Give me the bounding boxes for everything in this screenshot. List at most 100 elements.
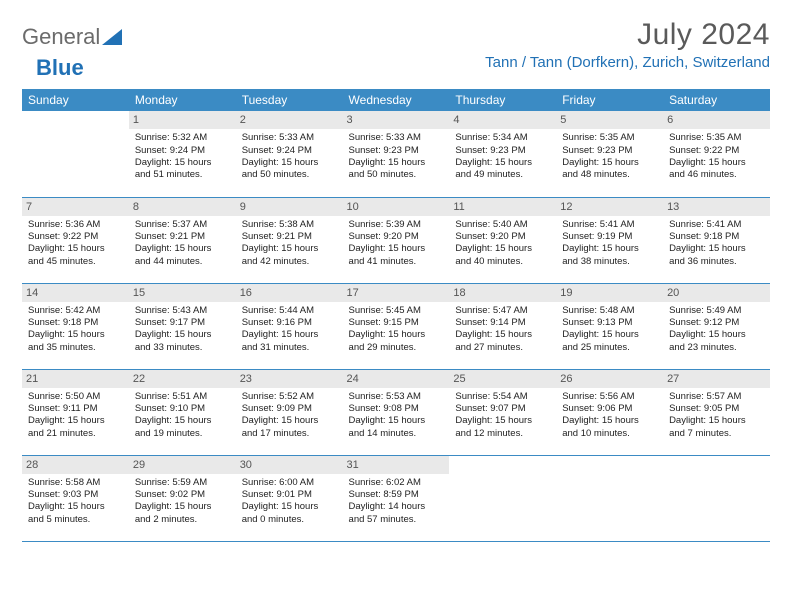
sunset-line: Sunset: 9:11 PM [28,403,123,415]
daylight-line: Daylight: 15 hours and 14 minutes. [349,415,444,440]
sunset-line: Sunset: 9:18 PM [669,231,764,243]
daylight-line: Daylight: 15 hours and 2 minutes. [135,501,230,526]
day-details: Sunrise: 5:41 AMSunset: 9:18 PMDaylight:… [667,219,766,268]
sunrise-line: Sunrise: 5:51 AM [135,391,230,403]
day-number: 4 [449,111,556,129]
day-details: Sunrise: 5:48 AMSunset: 9:13 PMDaylight:… [560,305,659,354]
sunset-line: Sunset: 9:09 PM [242,403,337,415]
sunrise-line: Sunrise: 5:44 AM [242,305,337,317]
sunrise-line: Sunrise: 5:48 AM [562,305,657,317]
day-number: 13 [663,198,770,216]
day-details: Sunrise: 5:49 AMSunset: 9:12 PMDaylight:… [667,305,766,354]
day-details: Sunrise: 5:47 AMSunset: 9:14 PMDaylight:… [453,305,552,354]
calendar-day-cell: 25Sunrise: 5:54 AMSunset: 9:07 PMDayligh… [449,369,556,455]
day-number: 27 [663,370,770,388]
daylight-line: Daylight: 15 hours and 33 minutes. [135,329,230,354]
daylight-line: Daylight: 15 hours and 45 minutes. [28,243,123,268]
daylight-line: Daylight: 15 hours and 10 minutes. [562,415,657,440]
day-number: 19 [556,284,663,302]
calendar-day-cell: 30Sunrise: 6:00 AMSunset: 9:01 PMDayligh… [236,455,343,541]
day-number: 6 [663,111,770,129]
calendar-empty-cell [556,455,663,541]
brand-part1: General [22,24,100,50]
day-details: Sunrise: 5:58 AMSunset: 9:03 PMDaylight:… [26,477,125,526]
daylight-line: Daylight: 15 hours and 51 minutes. [135,157,230,182]
daylight-line: Daylight: 15 hours and 46 minutes. [669,157,764,182]
daylight-line: Daylight: 14 hours and 57 minutes. [349,501,444,526]
calendar-day-cell: 17Sunrise: 5:45 AMSunset: 9:15 PMDayligh… [343,283,450,369]
triangle-icon [102,29,122,45]
calendar-day-cell: 4 Sunrise: 5:34 AMSunset: 9:23 PMDaylight… [449,111,556,197]
calendar-week-row: 7 Sunrise: 5:36 AMSunset: 9:22 PMDaylight… [22,197,770,283]
calendar-table: SundayMondayTuesdayWednesdayThursdayFrid… [22,89,770,542]
brand-logo: General [22,24,123,50]
day-number: 14 [22,284,129,302]
day-details: Sunrise: 5:39 AMSunset: 9:20 PMDaylight:… [347,219,446,268]
sunset-line: Sunset: 9:20 PM [455,231,550,243]
day-number: 15 [129,284,236,302]
sunrise-line: Sunrise: 5:39 AM [349,219,444,231]
sunset-line: Sunset: 9:05 PM [669,403,764,415]
calendar-day-cell: 31 Sunrise: 6:02 AMSunset: 8:59 PMDayligh… [343,455,450,541]
sunrise-line: Sunrise: 5:35 AM [669,132,764,144]
day-details: Sunrise: 6:02 AMSunset: 8:59 PMDaylight:… [347,477,446,526]
calendar-day-cell: 13 Sunrise: 5:41 AMSunset: 9:18 PMDayligh… [663,197,770,283]
sunset-line: Sunset: 9:19 PM [562,231,657,243]
sunrise-line: Sunrise: 5:56 AM [562,391,657,403]
location-text: Tann / Tann (Dorfkern), Zurich, Switzerl… [485,54,770,71]
calendar-day-cell: 15Sunrise: 5:43 AMSunset: 9:17 PMDayligh… [129,283,236,369]
day-number: 21 [22,370,129,388]
day-details: Sunrise: 5:35 AMSunset: 9:22 PMDaylight:… [667,132,766,181]
day-number: 2 [236,111,343,129]
day-number: 30 [236,456,343,474]
daylight-line: Daylight: 15 hours and 50 minutes. [349,157,444,182]
calendar-day-cell: 1Sunrise: 5:32 AMSunset: 9:24 PMDaylight… [129,111,236,197]
sunset-line: Sunset: 9:23 PM [455,145,550,157]
calendar-day-cell: 26Sunrise: 5:56 AMSunset: 9:06 PMDayligh… [556,369,663,455]
sunset-line: Sunset: 9:16 PM [242,317,337,329]
calendar-day-cell: 5Sunrise: 5:35 AMSunset: 9:23 PMDaylight… [556,111,663,197]
sunrise-line: Sunrise: 5:41 AM [669,219,764,231]
sunrise-line: Sunrise: 6:02 AM [349,477,444,489]
sunrise-line: Sunrise: 5:42 AM [28,305,123,317]
calendar-week-row: 28Sunrise: 5:58 AMSunset: 9:03 PMDayligh… [22,455,770,541]
sunrise-line: Sunrise: 5:38 AM [242,219,337,231]
daylight-line: Daylight: 15 hours and 5 minutes. [28,501,123,526]
sunrise-line: Sunrise: 5:49 AM [669,305,764,317]
day-number: 29 [129,456,236,474]
day-details: Sunrise: 5:40 AMSunset: 9:20 PMDaylight:… [453,219,552,268]
day-details: Sunrise: 5:52 AMSunset: 9:09 PMDaylight:… [240,391,339,440]
calendar-day-cell: 29Sunrise: 5:59 AMSunset: 9:02 PMDayligh… [129,455,236,541]
day-details: Sunrise: 5:41 AMSunset: 9:19 PMDaylight:… [560,219,659,268]
calendar-day-cell: 18Sunrise: 5:47 AMSunset: 9:14 PMDayligh… [449,283,556,369]
sunset-line: Sunset: 9:01 PM [242,489,337,501]
calendar-day-cell: 21Sunrise: 5:50 AMSunset: 9:11 PMDayligh… [22,369,129,455]
sunrise-line: Sunrise: 5:52 AM [242,391,337,403]
sunset-line: Sunset: 9:23 PM [562,145,657,157]
sunrise-line: Sunrise: 5:33 AM [349,132,444,144]
calendar-day-cell: 9Sunrise: 5:38 AMSunset: 9:21 PMDaylight… [236,197,343,283]
day-number: 7 [22,198,129,216]
sunrise-line: Sunrise: 5:53 AM [349,391,444,403]
daylight-line: Daylight: 15 hours and 12 minutes. [455,415,550,440]
day-details: Sunrise: 5:34 AMSunset: 9:23 PMDaylight:… [453,132,552,181]
sunset-line: Sunset: 9:17 PM [135,317,230,329]
calendar-empty-cell [449,455,556,541]
sunrise-line: Sunrise: 5:50 AM [28,391,123,403]
sunset-line: Sunset: 9:21 PM [242,231,337,243]
daylight-line: Daylight: 15 hours and 50 minutes. [242,157,337,182]
day-details: Sunrise: 5:36 AMSunset: 9:22 PMDaylight:… [26,219,125,268]
sunset-line: Sunset: 9:03 PM [28,489,123,501]
calendar-day-cell: 24Sunrise: 5:53 AMSunset: 9:08 PMDayligh… [343,369,450,455]
weekday-header: Saturday [663,89,770,111]
day-details: Sunrise: 5:37 AMSunset: 9:21 PMDaylight:… [133,219,232,268]
sunrise-line: Sunrise: 5:57 AM [669,391,764,403]
sunrise-line: Sunrise: 5:34 AM [455,132,550,144]
daylight-line: Daylight: 15 hours and 31 minutes. [242,329,337,354]
daylight-line: Daylight: 15 hours and 42 minutes. [242,243,337,268]
day-number: 31 [343,456,450,474]
daylight-line: Daylight: 15 hours and 48 minutes. [562,157,657,182]
sunrise-line: Sunrise: 5:45 AM [349,305,444,317]
day-number: 22 [129,370,236,388]
day-details: Sunrise: 5:54 AMSunset: 9:07 PMDaylight:… [453,391,552,440]
